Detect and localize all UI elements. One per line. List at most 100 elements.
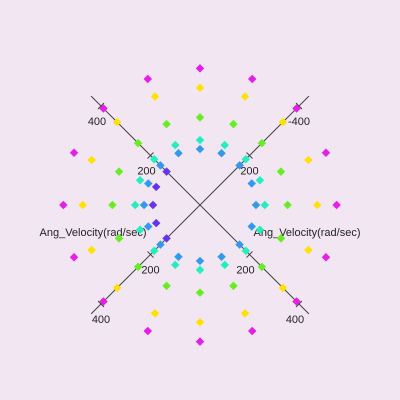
point [235,161,244,170]
point [112,283,122,293]
point [283,200,292,210]
point [162,167,171,176]
point [257,262,267,272]
point [156,240,165,249]
point [69,148,79,158]
point [150,92,160,101]
point [195,135,205,145]
point [304,155,313,165]
point [195,337,205,346]
point [171,140,180,150]
point [278,117,288,127]
point [313,200,322,210]
point [78,200,87,210]
point [151,218,161,228]
point [292,297,301,306]
point [241,246,251,256]
point [162,119,171,129]
point [217,252,226,261]
point [87,245,96,255]
point [195,318,205,327]
point [133,262,143,272]
point [87,155,96,165]
point [135,176,145,185]
y-tick [295,300,303,308]
y-tick [97,102,105,110]
point [321,148,331,158]
y-tick-label: 400 [88,116,106,128]
x-tick-label: 200 [240,165,258,177]
point [276,234,286,243]
point [135,225,145,234]
point [229,119,238,129]
point [255,225,265,234]
point [59,200,68,210]
point [260,200,270,210]
x-tick [97,300,105,308]
point [240,309,250,318]
point [130,200,140,210]
point [247,222,256,231]
point [304,245,313,255]
point [241,154,251,164]
point [114,234,124,243]
point [133,138,143,148]
point [247,326,257,336]
point [220,140,229,150]
y-tick [147,152,154,159]
point [139,200,149,210]
y-axis [90,95,310,315]
point [292,104,301,113]
point [171,260,180,270]
point [255,176,265,185]
point [156,161,165,170]
point [143,74,153,84]
point [278,283,288,293]
point [235,240,244,249]
point [195,265,205,275]
point [99,297,108,306]
point [195,288,205,297]
x-tick [295,102,303,110]
y-tick [246,251,253,258]
x-tick-label: -400 [288,116,310,128]
point [149,246,159,256]
point [251,200,261,210]
point [69,252,79,262]
point [143,326,153,336]
x-tick [147,251,154,258]
point [149,154,159,164]
point [257,138,267,148]
x-tick [246,152,253,159]
point [195,113,205,122]
y-tick-label: 400 [286,314,304,326]
point [321,252,331,262]
y-axis-label: Ang_Velocity(rad/sec) [254,227,361,239]
point [174,149,183,158]
point [240,92,250,101]
y-tick-label: 200 [236,264,254,276]
point [229,281,238,291]
point [99,104,108,113]
point [151,182,161,192]
point [247,74,257,84]
y-tick-label: 200 [137,165,155,177]
point [162,234,171,243]
x-tick-label: 400 [92,314,110,326]
point [276,167,286,176]
point [217,149,226,158]
x-axis-label: Ang_Velocity(rad/sec) [40,227,147,239]
point [195,83,205,92]
point [114,167,124,176]
x-tick-label: 200 [141,264,159,276]
point [144,222,153,231]
point [112,117,122,127]
point [195,64,205,73]
point [148,200,158,210]
point [162,281,171,291]
point [247,179,256,188]
point [144,179,153,188]
point [150,309,160,318]
point [108,200,117,210]
